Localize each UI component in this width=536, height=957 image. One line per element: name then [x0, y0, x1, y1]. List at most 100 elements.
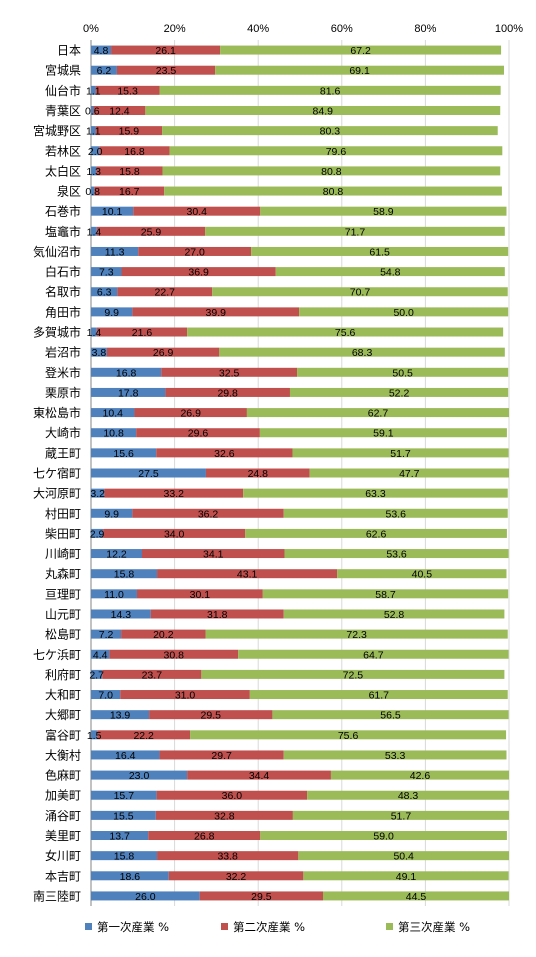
- bar-segment: [91, 166, 97, 176]
- bar-segment: [117, 287, 213, 297]
- bar-segment: [91, 810, 156, 820]
- data-label: 81.6: [320, 85, 341, 97]
- data-label: 15.7: [114, 790, 135, 802]
- bar-segment: [145, 105, 501, 115]
- bar-segment: [309, 468, 509, 478]
- bar-segment: [284, 549, 509, 559]
- data-label: 26.9: [153, 347, 174, 359]
- bar-segment: [91, 448, 157, 458]
- bar-segment: [134, 408, 247, 418]
- bar-segment: [283, 508, 508, 518]
- data-label: 9.9: [104, 508, 119, 520]
- bar-segment: [120, 690, 250, 700]
- category-label: 石巻市: [45, 204, 81, 219]
- legend-label: 第二次産業 %: [233, 920, 305, 934]
- bar-segment: [106, 347, 220, 357]
- bar-segment: [91, 226, 97, 236]
- data-label: 34.0: [164, 528, 185, 540]
- category-label: 色麻町: [45, 768, 81, 783]
- bar-segment: [157, 851, 299, 861]
- category-label: 富谷町: [45, 727, 81, 742]
- data-label: 33.2: [164, 488, 185, 500]
- bar-segment: [91, 730, 98, 740]
- bar-segment: [91, 750, 160, 760]
- data-label: 15.8: [114, 569, 135, 581]
- data-label: 84.9: [313, 105, 334, 117]
- data-label: 52.2: [389, 387, 410, 399]
- data-label: 80.8: [323, 186, 344, 198]
- data-label: 56.5: [380, 710, 401, 722]
- data-label: 6.3: [97, 287, 112, 299]
- data-label: 3.8: [92, 347, 107, 359]
- bar-segment: [91, 871, 169, 881]
- category-label: 名取市: [45, 284, 81, 299]
- bar-segment: [148, 831, 261, 841]
- bar-segment: [245, 528, 507, 538]
- bar-segment: [91, 126, 96, 136]
- bar-segment: [292, 448, 509, 458]
- data-label: 31.8: [207, 609, 228, 621]
- data-label: 62.7: [368, 408, 389, 420]
- data-label: 4.4: [93, 649, 108, 661]
- data-label: 61.7: [369, 690, 390, 702]
- data-label: 1.3: [86, 166, 101, 178]
- data-label: 1.5: [87, 730, 102, 742]
- data-label: 71.7: [345, 226, 366, 238]
- legend-swatch: [85, 923, 92, 930]
- bar-segment: [157, 569, 338, 579]
- category-label: 登米市: [45, 365, 81, 380]
- data-label: 1.1: [86, 85, 101, 97]
- bar-segment: [322, 891, 509, 901]
- bar-segment: [283, 609, 505, 619]
- bar-segment: [91, 45, 112, 55]
- x-tick-label: 80%: [414, 23, 436, 35]
- category-label: 七ケ浜町: [33, 648, 81, 662]
- bar-segment: [219, 347, 505, 357]
- data-label: 36.9: [188, 267, 209, 279]
- bar-segment: [91, 367, 162, 377]
- bar-segment: [102, 669, 202, 679]
- bar-segment: [133, 206, 261, 216]
- bar-segment: [205, 468, 310, 478]
- legend-label: 第一次産業 %: [97, 920, 169, 934]
- data-label: 27.5: [138, 468, 159, 480]
- bar-segment: [99, 146, 170, 156]
- bar-segment: [330, 770, 509, 780]
- bar-segment: [104, 488, 244, 498]
- data-label: 69.1: [349, 65, 370, 77]
- bar-segment: [138, 246, 252, 256]
- data-label: 53.6: [386, 508, 407, 520]
- data-label: 59.1: [373, 428, 394, 440]
- bar-segment: [91, 851, 158, 861]
- data-label: 3.2: [90, 488, 105, 500]
- bar-segment: [111, 45, 221, 55]
- bar-segment: [91, 146, 100, 156]
- category-label: 村田町: [45, 507, 81, 521]
- category-label: 松島町: [45, 627, 81, 642]
- category-label: 大河原町: [33, 487, 81, 501]
- data-label: 50.5: [392, 367, 413, 379]
- category-label: 東松島市: [33, 405, 81, 420]
- bar-segment: [149, 710, 273, 720]
- bar-segment: [91, 105, 94, 115]
- data-label: 10.8: [103, 428, 124, 440]
- bar-segment: [136, 428, 260, 438]
- data-label: 15.5: [113, 810, 134, 822]
- data-label: 33.8: [217, 851, 238, 863]
- data-label: 15.6: [113, 448, 134, 460]
- data-label: 68.3: [352, 347, 373, 359]
- bar-segment: [165, 387, 290, 397]
- data-label: 31.0: [175, 690, 196, 702]
- data-label: 39.9: [206, 307, 227, 319]
- data-label: 51.7: [390, 448, 411, 460]
- bar-segment: [95, 85, 160, 95]
- data-label: 1.1: [86, 126, 101, 138]
- data-label: 30.1: [190, 589, 211, 601]
- data-label: 10.4: [103, 408, 124, 420]
- data-label: 24.8: [248, 468, 269, 480]
- data-label: 13.7: [109, 831, 130, 843]
- bar-segment: [91, 468, 206, 478]
- bar-segment: [190, 730, 507, 740]
- data-label: 21.6: [132, 327, 153, 339]
- bar-segment: [162, 126, 498, 136]
